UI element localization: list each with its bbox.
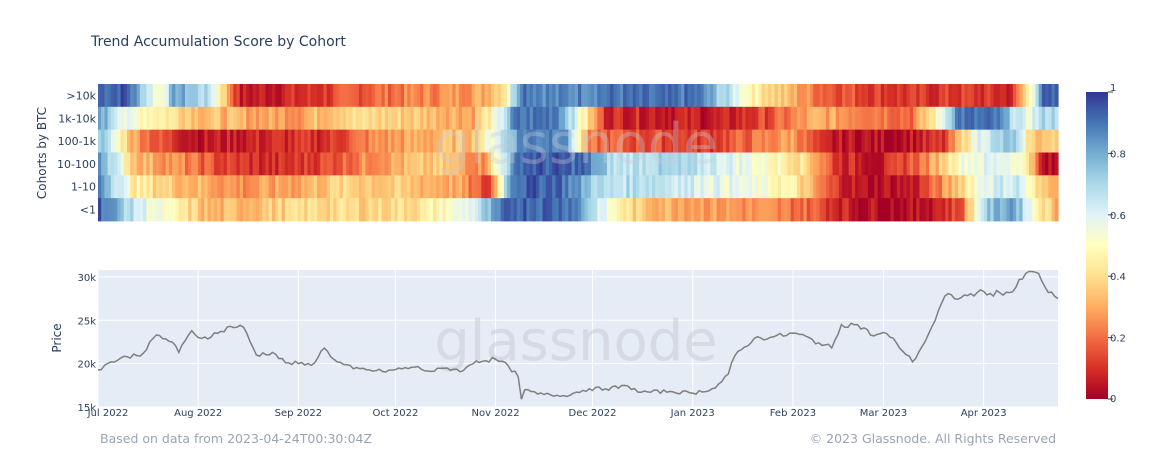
price-x-tick-label: Dec 2022 — [569, 408, 617, 419]
heatmap-row-label: >10k — [66, 89, 96, 102]
footer-data-timestamp: Based on data from 2023-04-24T00:30:04Z — [100, 431, 373, 446]
heatmap-row-label: 1-10 — [71, 181, 96, 194]
colorbar-tick-label: 0.6 — [1110, 211, 1126, 222]
price-plot-background — [98, 270, 1058, 407]
price-y-tick-label: 25k — [77, 316, 96, 327]
price-y-tick-label: 20k — [77, 360, 96, 371]
heatmap-row-labels: >10k 1k-10k 100-1k 10-100 1-10 <1 — [57, 89, 97, 216]
price-x-tick-label: Sep 2022 — [275, 408, 322, 419]
colorbar-tick-label: 0.8 — [1110, 149, 1126, 160]
price-x-tick-labels: Jul 2022 Aug 2022 Sep 2022 Oct 2022 Nov 2022… — [87, 408, 1007, 419]
heatmap-row-label: 10-100 — [57, 158, 96, 171]
price-x-tick-label: Aug 2022 — [174, 408, 222, 419]
colorbar-tick-label: 1 — [1110, 83, 1116, 94]
price-line[interactable] — [97, 270, 1059, 400]
price-y-tick-labels: 15k 20k 25k 30k — [77, 273, 96, 414]
price-x-tick-label: Jul 2022 — [87, 408, 129, 419]
price-gridlines — [97, 270, 1058, 408]
price-y-tick-label: 15k — [77, 403, 96, 414]
heatmap-row-label: <1 — [80, 204, 96, 217]
colorbar — [1086, 92, 1108, 399]
price-x-tick-label: Mar 2023 — [860, 408, 908, 419]
price-x-tick-label: Apr 2023 — [961, 408, 1007, 419]
price-y-tick-label: 30k — [77, 273, 96, 284]
heatmap-watermark: glassnode — [434, 112, 718, 177]
price-x-tick-label: Nov 2022 — [472, 408, 520, 419]
price-x-tick-label: Feb 2023 — [770, 408, 816, 419]
footer-copyright: © 2023 Glassnode. All Rights Reserved — [809, 431, 1056, 446]
heatmap-y-axis-label: Cohorts by BTC — [35, 107, 49, 199]
price-y-axis-label: Price — [50, 323, 64, 352]
colorbar-ticks: 0 0.2 0.4 0.6 0.8 1 — [1108, 83, 1126, 405]
price-x-tick-label: Oct 2022 — [372, 408, 418, 419]
price-watermark: glassnode — [434, 309, 718, 374]
heatmap-row-label: 100-1k — [58, 135, 97, 148]
heatmap-area[interactable] — [98, 84, 1059, 222]
colorbar-tick-label: 0.4 — [1110, 272, 1126, 283]
colorbar-tick-label: 0 — [1110, 394, 1116, 405]
colorbar-tick-label: 0.2 — [1110, 334, 1126, 345]
heatmap-row-label: 1k-10k — [58, 112, 96, 125]
chart-title: Trend Accumulation Score by Cohort — [90, 34, 346, 50]
price-x-tick-label: Jan 2023 — [670, 408, 715, 419]
